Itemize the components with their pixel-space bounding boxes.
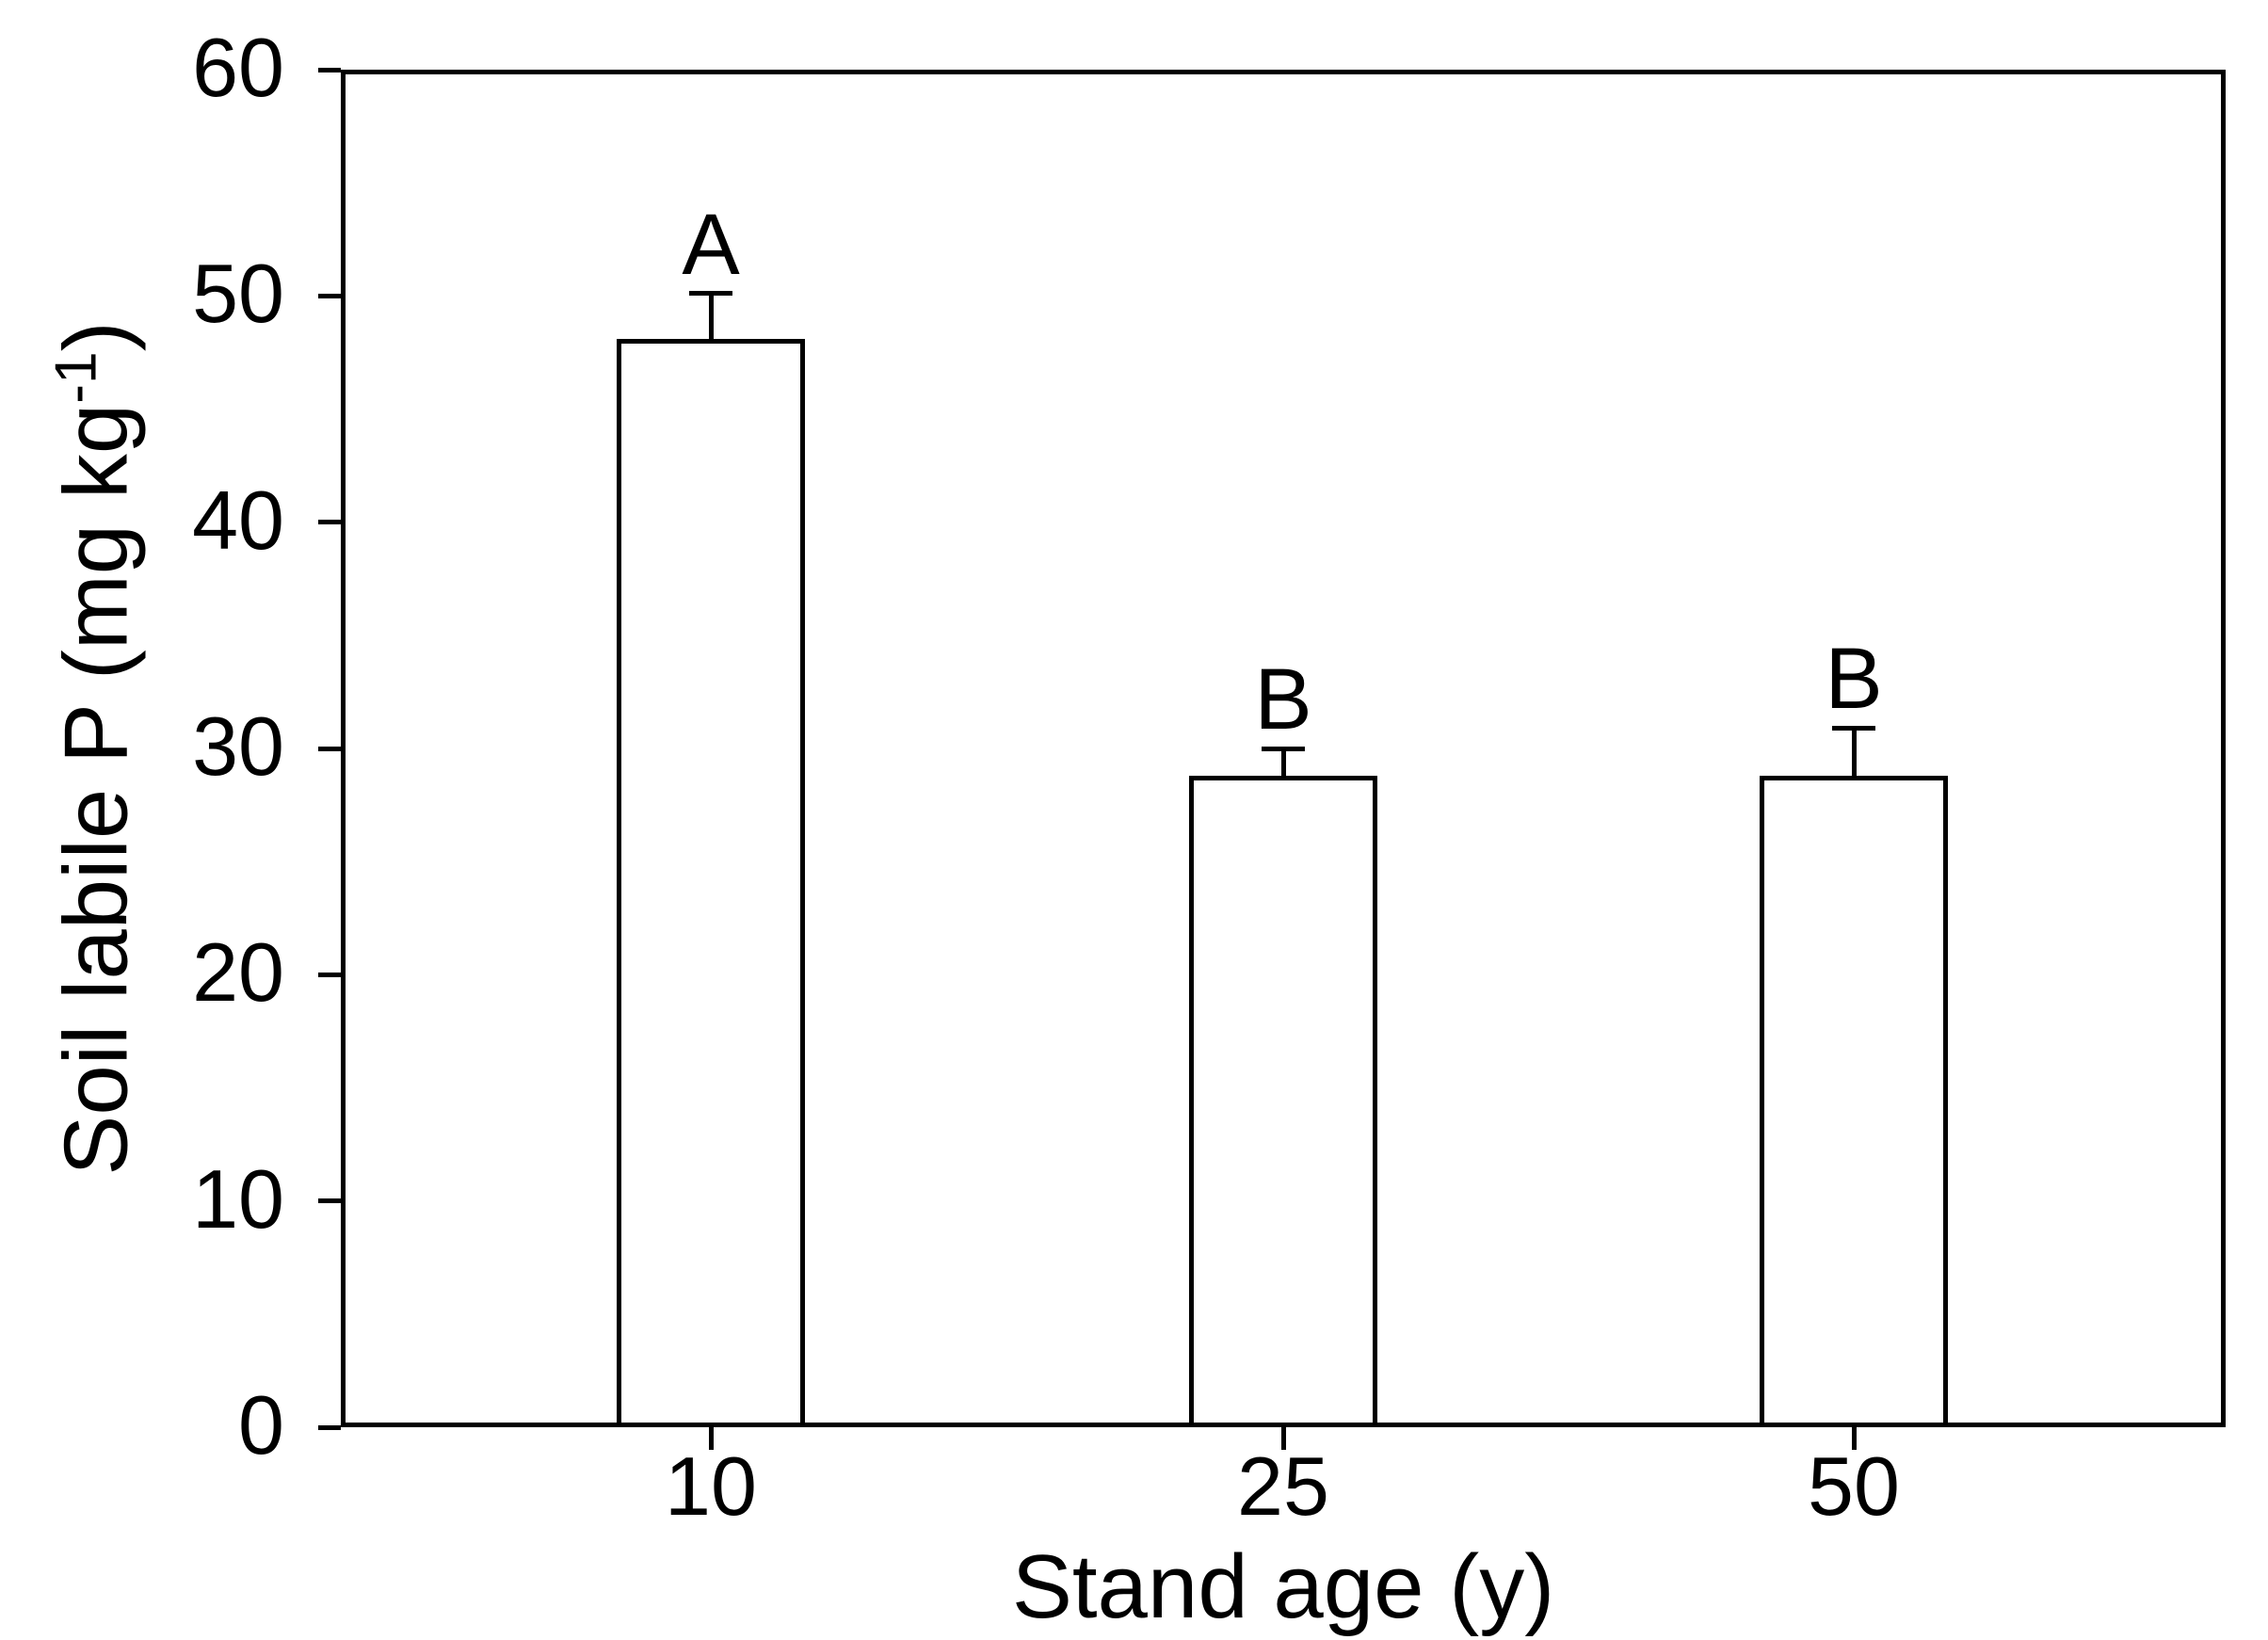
error-bar-line	[1851, 728, 1857, 779]
y-axis-tick-label: 50	[192, 247, 284, 341]
y-axis-tick	[318, 972, 341, 977]
x-axis-tick-label: 10	[665, 1439, 757, 1533]
y-axis-tick-label: 10	[192, 1151, 284, 1246]
y-axis-tick	[318, 520, 341, 525]
x-axis-title: Stand age (y)	[1011, 1536, 1555, 1637]
y-axis-title-main: Soil labile P (mg kg	[45, 403, 147, 1176]
x-axis-tick-label: 50	[1808, 1439, 1900, 1533]
y-axis-tick-label: 20	[192, 925, 284, 1020]
y-axis-title-superscript: -1	[43, 351, 109, 404]
error-bar-cap	[1832, 725, 1875, 731]
y-axis-title-close: )	[45, 321, 147, 352]
y-axis-tick-label: 40	[192, 473, 284, 567]
x-axis-tick-label: 25	[1237, 1439, 1329, 1533]
y-axis-tick-label: 60	[192, 21, 284, 114]
y-axis-title: Soil labile P (mg kg-1)	[30, 321, 147, 1176]
bar	[1760, 775, 1948, 1427]
significance-letter: B	[1254, 651, 1312, 748]
x-axis-tick	[1851, 1427, 1857, 1450]
y-axis-tick	[318, 1424, 341, 1430]
significance-letter: B	[1825, 631, 1883, 728]
significance-letter: A	[682, 196, 740, 293]
y-axis-tick	[318, 67, 341, 72]
bar	[617, 338, 805, 1427]
y-axis-tick-label: 30	[192, 699, 284, 793]
error-bar-line	[708, 293, 714, 342]
bar	[1189, 775, 1377, 1427]
x-axis-tick	[708, 1427, 714, 1450]
y-axis-tick-label: 0	[238, 1378, 284, 1471]
error-bar-line	[1280, 748, 1286, 779]
error-bar-cap	[689, 291, 732, 297]
y-axis-tick	[318, 1198, 341, 1204]
error-bar-cap	[1262, 746, 1305, 751]
y-axis-tick	[318, 293, 341, 298]
x-axis-tick	[1280, 1427, 1286, 1450]
y-axis-tick	[318, 746, 341, 751]
